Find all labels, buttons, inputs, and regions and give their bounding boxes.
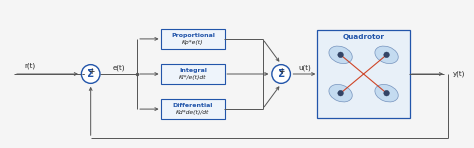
Ellipse shape [375,46,398,63]
Text: Σ: Σ [87,69,94,79]
Text: Proportional: Proportional [171,33,215,38]
Text: Σ: Σ [278,69,285,79]
FancyBboxPatch shape [161,64,225,84]
Text: u(t): u(t) [298,65,311,71]
Text: Quadrotor: Quadrotor [343,34,384,40]
Circle shape [384,52,389,58]
FancyBboxPatch shape [161,99,225,119]
Text: Kd*de(t)/dt: Kd*de(t)/dt [176,110,210,115]
Text: -: - [82,70,85,79]
Text: Integral: Integral [179,68,207,73]
FancyBboxPatch shape [161,29,225,49]
Text: e(t): e(t) [112,65,125,71]
Text: Kp*e(t): Kp*e(t) [182,40,204,45]
Circle shape [338,90,343,96]
Ellipse shape [329,46,352,63]
Ellipse shape [329,85,352,102]
Text: Differential: Differential [173,103,213,108]
FancyBboxPatch shape [318,30,410,118]
Text: +: + [278,67,285,77]
Circle shape [384,90,389,96]
Circle shape [272,65,291,83]
Text: r(t): r(t) [25,63,36,69]
Circle shape [82,65,100,83]
Text: y(t): y(t) [453,71,465,77]
Circle shape [338,52,343,58]
Text: +: + [88,67,94,77]
Text: Ki*/e(t)dt: Ki*/e(t)dt [179,75,207,80]
Ellipse shape [375,85,398,102]
